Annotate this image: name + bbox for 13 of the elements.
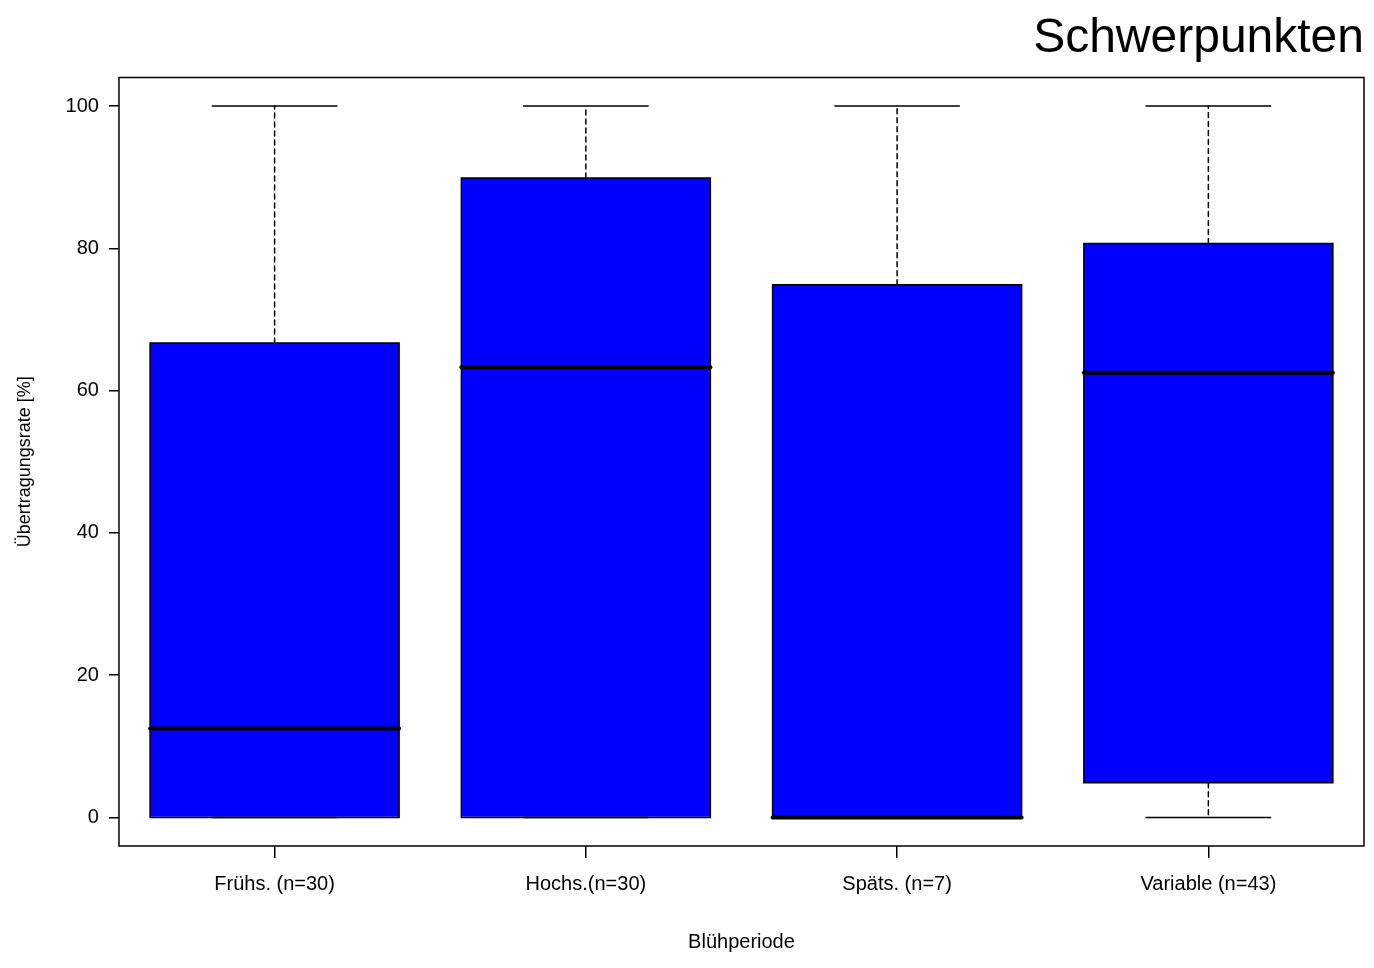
y-tick-label: 60: [76, 378, 99, 401]
y-tick-label: 100: [65, 93, 99, 116]
y-tick-label: 80: [76, 235, 99, 258]
x-tick-label: Variable (n=43): [1140, 871, 1277, 894]
y-axis-title: Übertragungsrate [%]: [13, 376, 34, 548]
y-tick-label: 0: [87, 805, 99, 828]
x-tick-label: Frühs. (n=30): [214, 871, 335, 894]
x-tick-label: Späts. (n=7): [842, 871, 952, 894]
chart-title: Schwerpunkten: [1033, 9, 1364, 63]
x-axis-title: Blühperiode: [688, 929, 795, 952]
y-tick-label: 40: [76, 520, 99, 543]
y-tick-label: 20: [76, 662, 99, 685]
x-tick-label: Hochs.(n=30): [525, 871, 647, 894]
